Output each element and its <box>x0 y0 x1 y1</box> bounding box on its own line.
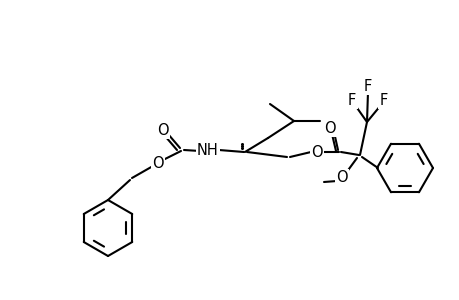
Text: F: F <box>379 92 387 107</box>
Text: O: O <box>157 122 168 137</box>
Text: O: O <box>336 170 347 185</box>
Text: O: O <box>324 121 335 136</box>
Text: O: O <box>310 145 322 160</box>
Text: F: F <box>363 79 371 94</box>
Text: O: O <box>152 155 163 170</box>
Text: NH: NH <box>197 142 218 158</box>
Text: F: F <box>347 92 355 107</box>
